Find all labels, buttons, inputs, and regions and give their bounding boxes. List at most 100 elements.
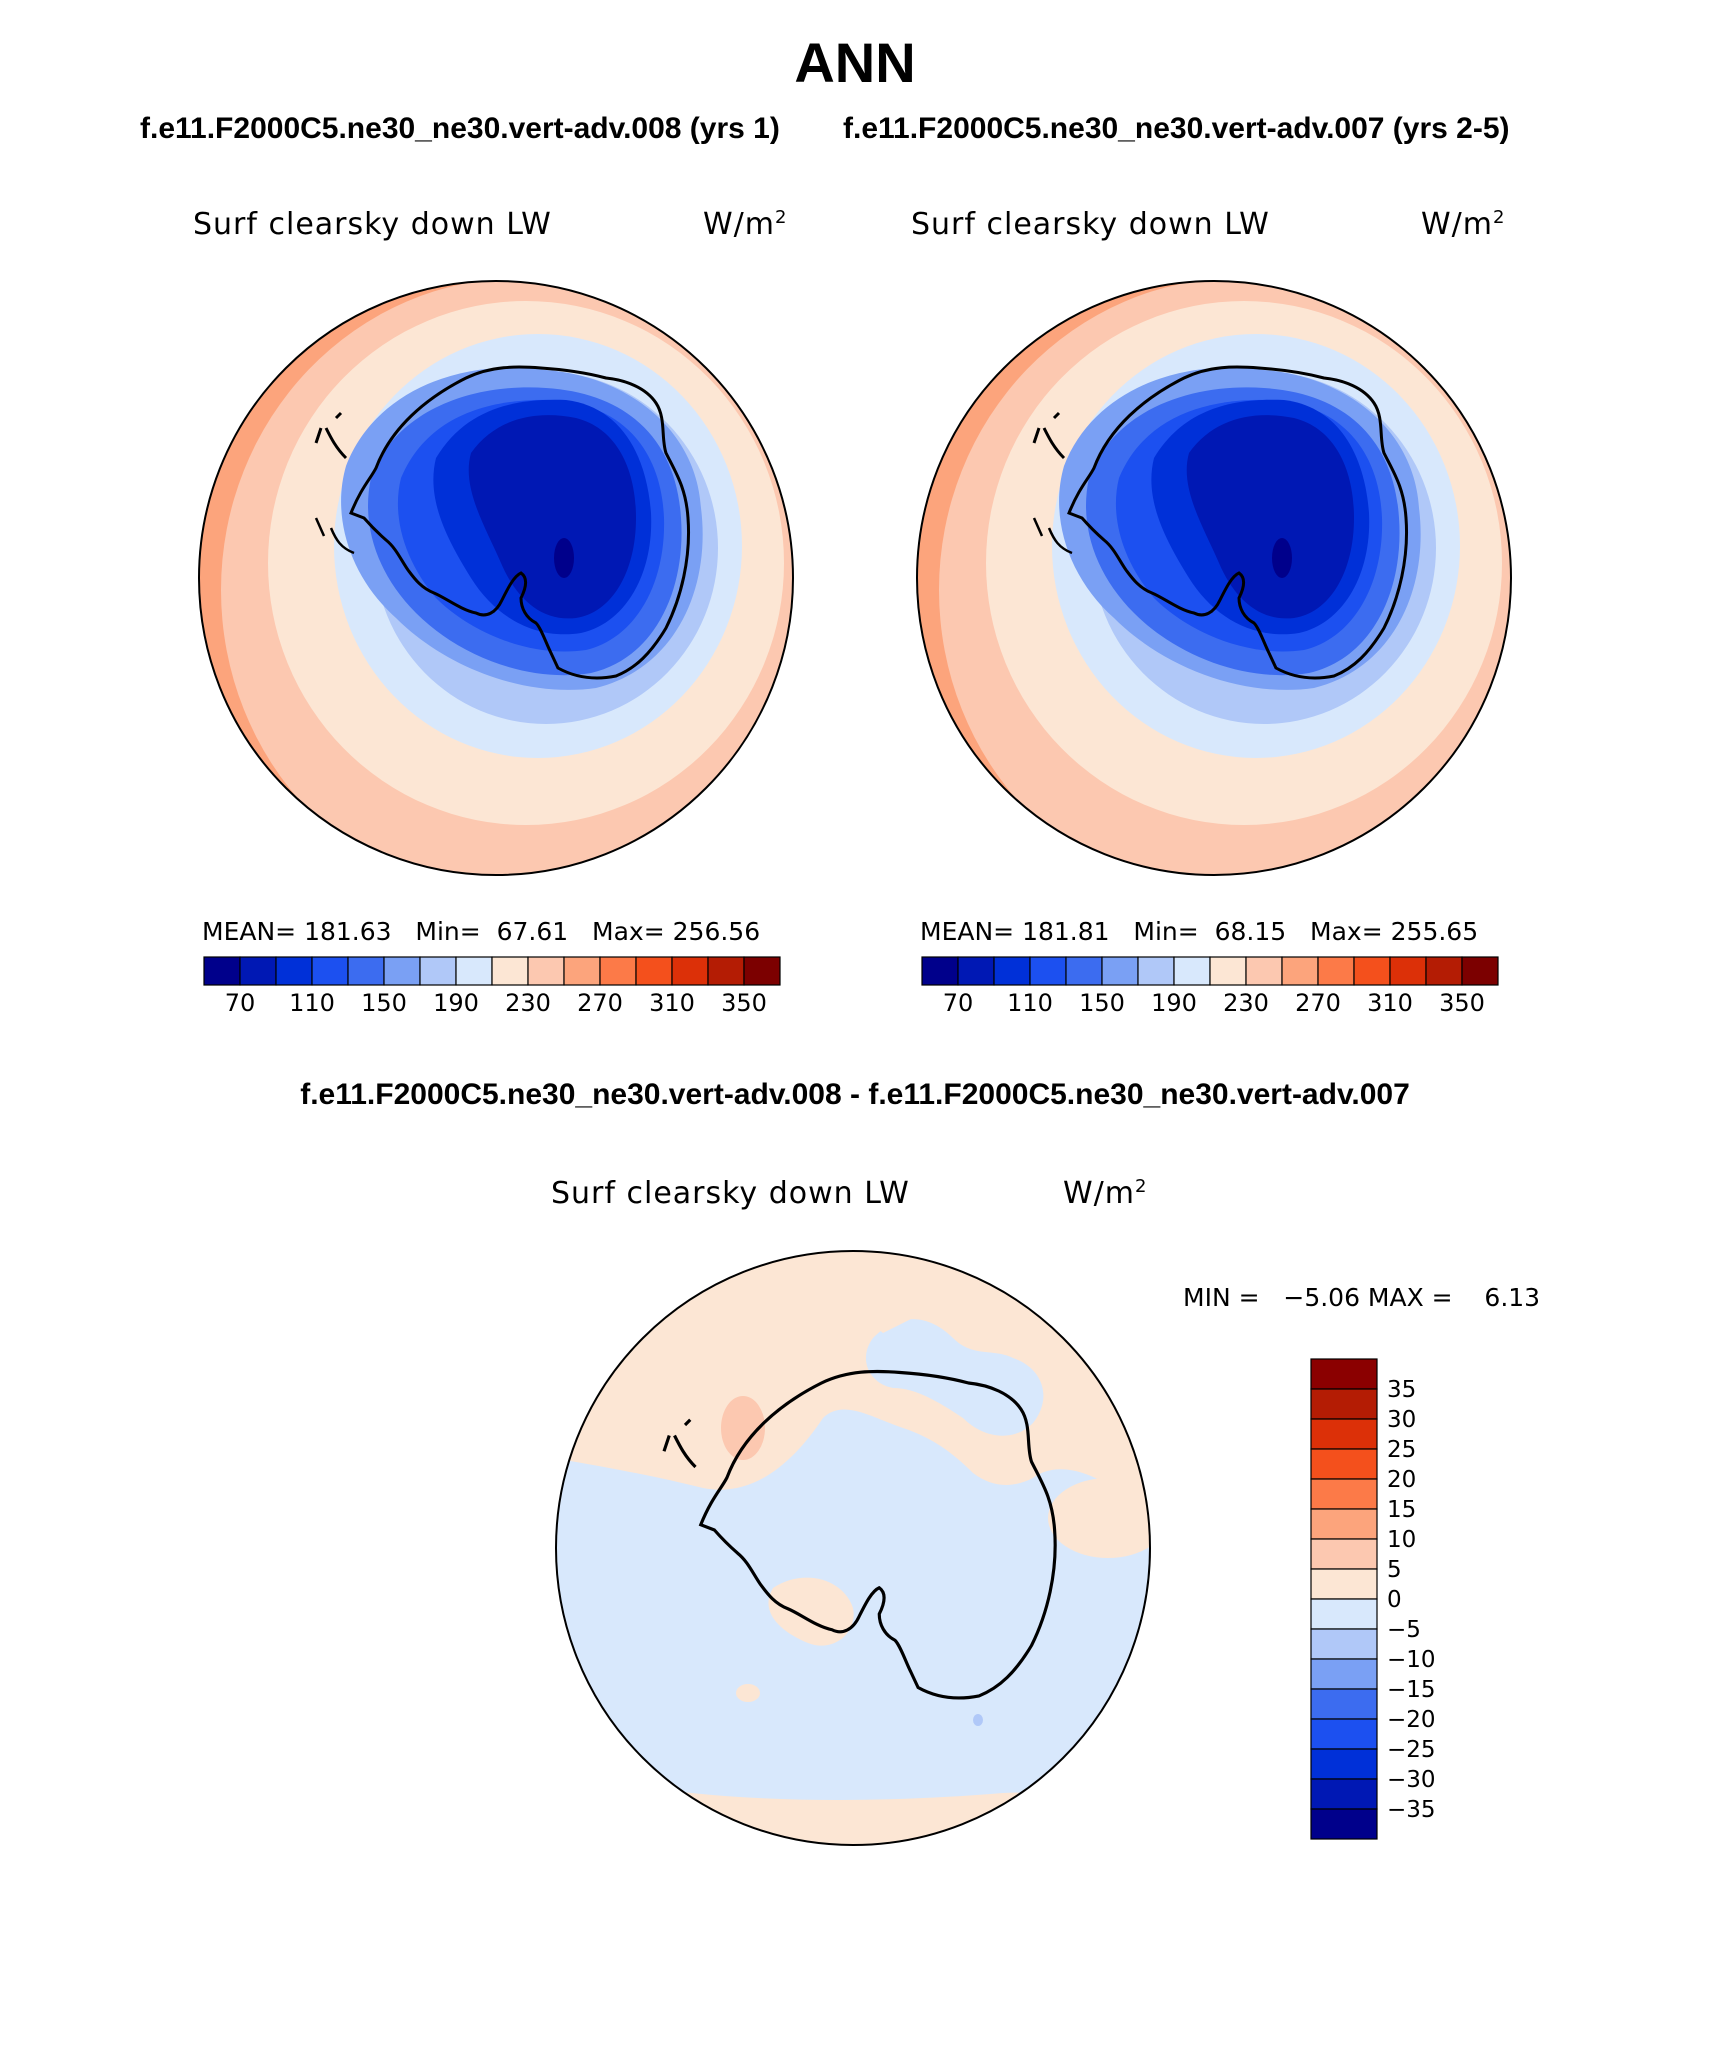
difference-colorbar-tick-label: 25 [1387, 1437, 1416, 1463]
difference-colorbar-tick-label: 10 [1387, 1527, 1416, 1553]
difference-colorbar-tick-label: 0 [1387, 1587, 1402, 1613]
panel2-colorbar-swatch-6 [1137, 956, 1175, 986]
panel1-colorbar-swatch-4 [347, 956, 385, 986]
panel1-colorbar-swatch-9 [527, 956, 565, 986]
difference-colorbar-swatch-3 [1310, 1448, 1378, 1480]
difference-colorbar-swatch-6 [1310, 1538, 1378, 1570]
panel1-colorbar-swatch-13 [671, 956, 709, 986]
panel2-colorbar-swatch-11 [1317, 956, 1355, 986]
panel2-colorbar-swatch-7 [1173, 956, 1211, 986]
difference-colorbar-swatch-1 [1310, 1388, 1378, 1420]
case-title-right: f.e11.F2000C5.ne30_ne30.vert-adv.007 (yr… [843, 112, 1510, 145]
difference-colorbar-tick-label: −30 [1387, 1767, 1436, 1793]
difference-variable-label: Surf clearsky down LW [551, 1176, 910, 1211]
panel2-colorbar-swatch-10 [1281, 956, 1319, 986]
panel1-map [198, 280, 794, 876]
panel1-colorbar-tick-label: 70 [225, 989, 256, 1017]
panel1-colorbar-tick-label: 350 [721, 989, 767, 1017]
panel1-colorbar-swatch-0 [203, 956, 241, 986]
panel1-colorbar-tick-label: 150 [361, 989, 407, 1017]
panel1-max-label: Max= [592, 917, 665, 946]
panel2-colorbar-tick-label: 310 [1367, 989, 1413, 1017]
case-title-left: f.e11.F2000C5.ne30_ne30.vert-adv.008 (yr… [140, 112, 780, 145]
difference-colorbar-tick-label: 30 [1387, 1407, 1416, 1433]
panel1-colorbar: 70 110 150 190 230 270 310 350 [203, 956, 781, 1017]
difference-colorbar-swatch-7 [1310, 1568, 1378, 1600]
panel1-colorbar-swatch-5 [383, 956, 421, 986]
difference-colorbar-tick-label: −20 [1387, 1707, 1436, 1733]
panel1-colorbar-swatch-11 [599, 956, 637, 986]
main-title: ANN [794, 31, 916, 94]
panel2-map [916, 280, 1512, 876]
panel2-colorbar-swatch-0 [921, 956, 959, 986]
panel1-colorbar-swatch-7 [455, 956, 493, 986]
panel2-colorbar-swatch-5 [1101, 956, 1139, 986]
panel1-colorbar-tick-label: 110 [289, 989, 335, 1017]
panel2-colorbar-swatch-2 [993, 956, 1031, 986]
difference-minmax: MIN = −5.06 MAX = 6.13 [1183, 1283, 1541, 1312]
panel1-colorbar-swatch-10 [563, 956, 601, 986]
panel1-min-value: 67.61 [496, 917, 569, 946]
panel2-stats: MEAN= 181.81 Min= 68.15 Max= 255.65 [920, 917, 1478, 946]
panel2-mean-label: MEAN= [920, 917, 1015, 946]
panel2-min-value: 68.15 [1214, 917, 1287, 946]
difference-colorbar-tick-label: −15 [1387, 1677, 1436, 1703]
panel2-units-label: W/m2 [1421, 207, 1506, 242]
panel1-units-label: W/m2 [703, 207, 788, 242]
difference-colorbar-swatch-0 [1310, 1358, 1378, 1390]
difference-map [555, 1250, 1151, 1846]
difference-colorbar-tick-label: 15 [1387, 1497, 1416, 1523]
panel2-colorbar-swatch-4 [1065, 956, 1103, 986]
panel1-colorbar-swatch-2 [275, 956, 313, 986]
difference-colorbar-swatch-8 [1310, 1598, 1378, 1630]
panel2-min-label: Min= [1133, 917, 1199, 946]
panel2-mean-value: 181.81 [1022, 917, 1110, 946]
panel2-colorbar-tick-label: 190 [1151, 989, 1197, 1017]
difference-colorbar-tick-label: −25 [1387, 1737, 1436, 1763]
panel2-colorbar-swatch-3 [1029, 956, 1067, 986]
panel2-max-value: 255.65 [1390, 917, 1479, 946]
panel1-colorbar-tick-label: 230 [505, 989, 551, 1017]
panel2-colorbar-swatch-15 [1461, 956, 1499, 986]
panel1-colorbar-swatch-14 [707, 956, 745, 986]
difference-title: f.e11.F2000C5.ne30_ne30.vert-adv.008 - f… [300, 1078, 1410, 1111]
panel1-colorbar-swatch-15 [743, 956, 781, 986]
panel1-colorbar-swatch-1 [239, 956, 277, 986]
panel2-colorbar-tick-label: 70 [943, 989, 974, 1017]
difference-colorbar-swatch-4 [1310, 1478, 1378, 1510]
panel2-colorbar-swatch-9 [1245, 956, 1283, 986]
panel1-colorbar-swatch-12 [635, 956, 673, 986]
difference-units-label: W/m2 [1063, 1176, 1148, 1211]
panel1-stats: MEAN= 181.63 Min= 67.61 Max= 256.56 [202, 917, 760, 946]
difference-colorbar: 35 30 25 20 15 10 5 0 −5 −10 −15 −20 −25 −30 −35 [1310, 1358, 1436, 1840]
difference-colorbar-swatch-5 [1310, 1508, 1378, 1540]
panel1-max-value: 256.56 [672, 917, 761, 946]
panel2-colorbar-swatch-14 [1425, 956, 1463, 986]
difference-colorbar-tick-label: 5 [1387, 1557, 1402, 1583]
panel1-variable-label: Surf clearsky down LW [193, 207, 552, 242]
difference-colorbar-swatch-12 [1310, 1718, 1378, 1750]
difference-colorbar-swatch-15 [1310, 1808, 1378, 1840]
difference-colorbar-tick-label: −10 [1387, 1647, 1436, 1673]
panel2-colorbar-swatch-13 [1389, 956, 1427, 986]
difference-colorbar-tick-label: −5 [1387, 1617, 1421, 1643]
panel1-mean-label: MEAN= [202, 917, 297, 946]
panel2-colorbar-swatch-12 [1353, 956, 1391, 986]
panel2-colorbar-tick-label: 230 [1223, 989, 1269, 1017]
panel2-max-label: Max= [1310, 917, 1383, 946]
panel2-colorbar-swatch-1 [957, 956, 995, 986]
panel2-colorbar-tick-label: 270 [1295, 989, 1341, 1017]
panel1-colorbar-tick-label: 270 [577, 989, 623, 1017]
difference-colorbar-swatch-2 [1310, 1418, 1378, 1450]
panel2-colorbar-tick-label: 150 [1079, 989, 1125, 1017]
difference-colorbar-swatch-11 [1310, 1688, 1378, 1720]
panel2-variable-label: Surf clearsky down LW [911, 207, 1270, 242]
difference-colorbar-swatch-14 [1310, 1778, 1378, 1810]
panel1-mean-value: 181.63 [304, 917, 392, 946]
panel2-colorbar-swatch-8 [1209, 956, 1247, 986]
panel1-colorbar-swatch-8 [491, 956, 529, 986]
panel1-colorbar-tick-label: 190 [433, 989, 479, 1017]
panel2-colorbar-tick-label: 110 [1007, 989, 1053, 1017]
panel1-colorbar-swatch-6 [419, 956, 457, 986]
panel2-colorbar: 70 110 150 190 230 270 310 350 [921, 956, 1499, 1017]
